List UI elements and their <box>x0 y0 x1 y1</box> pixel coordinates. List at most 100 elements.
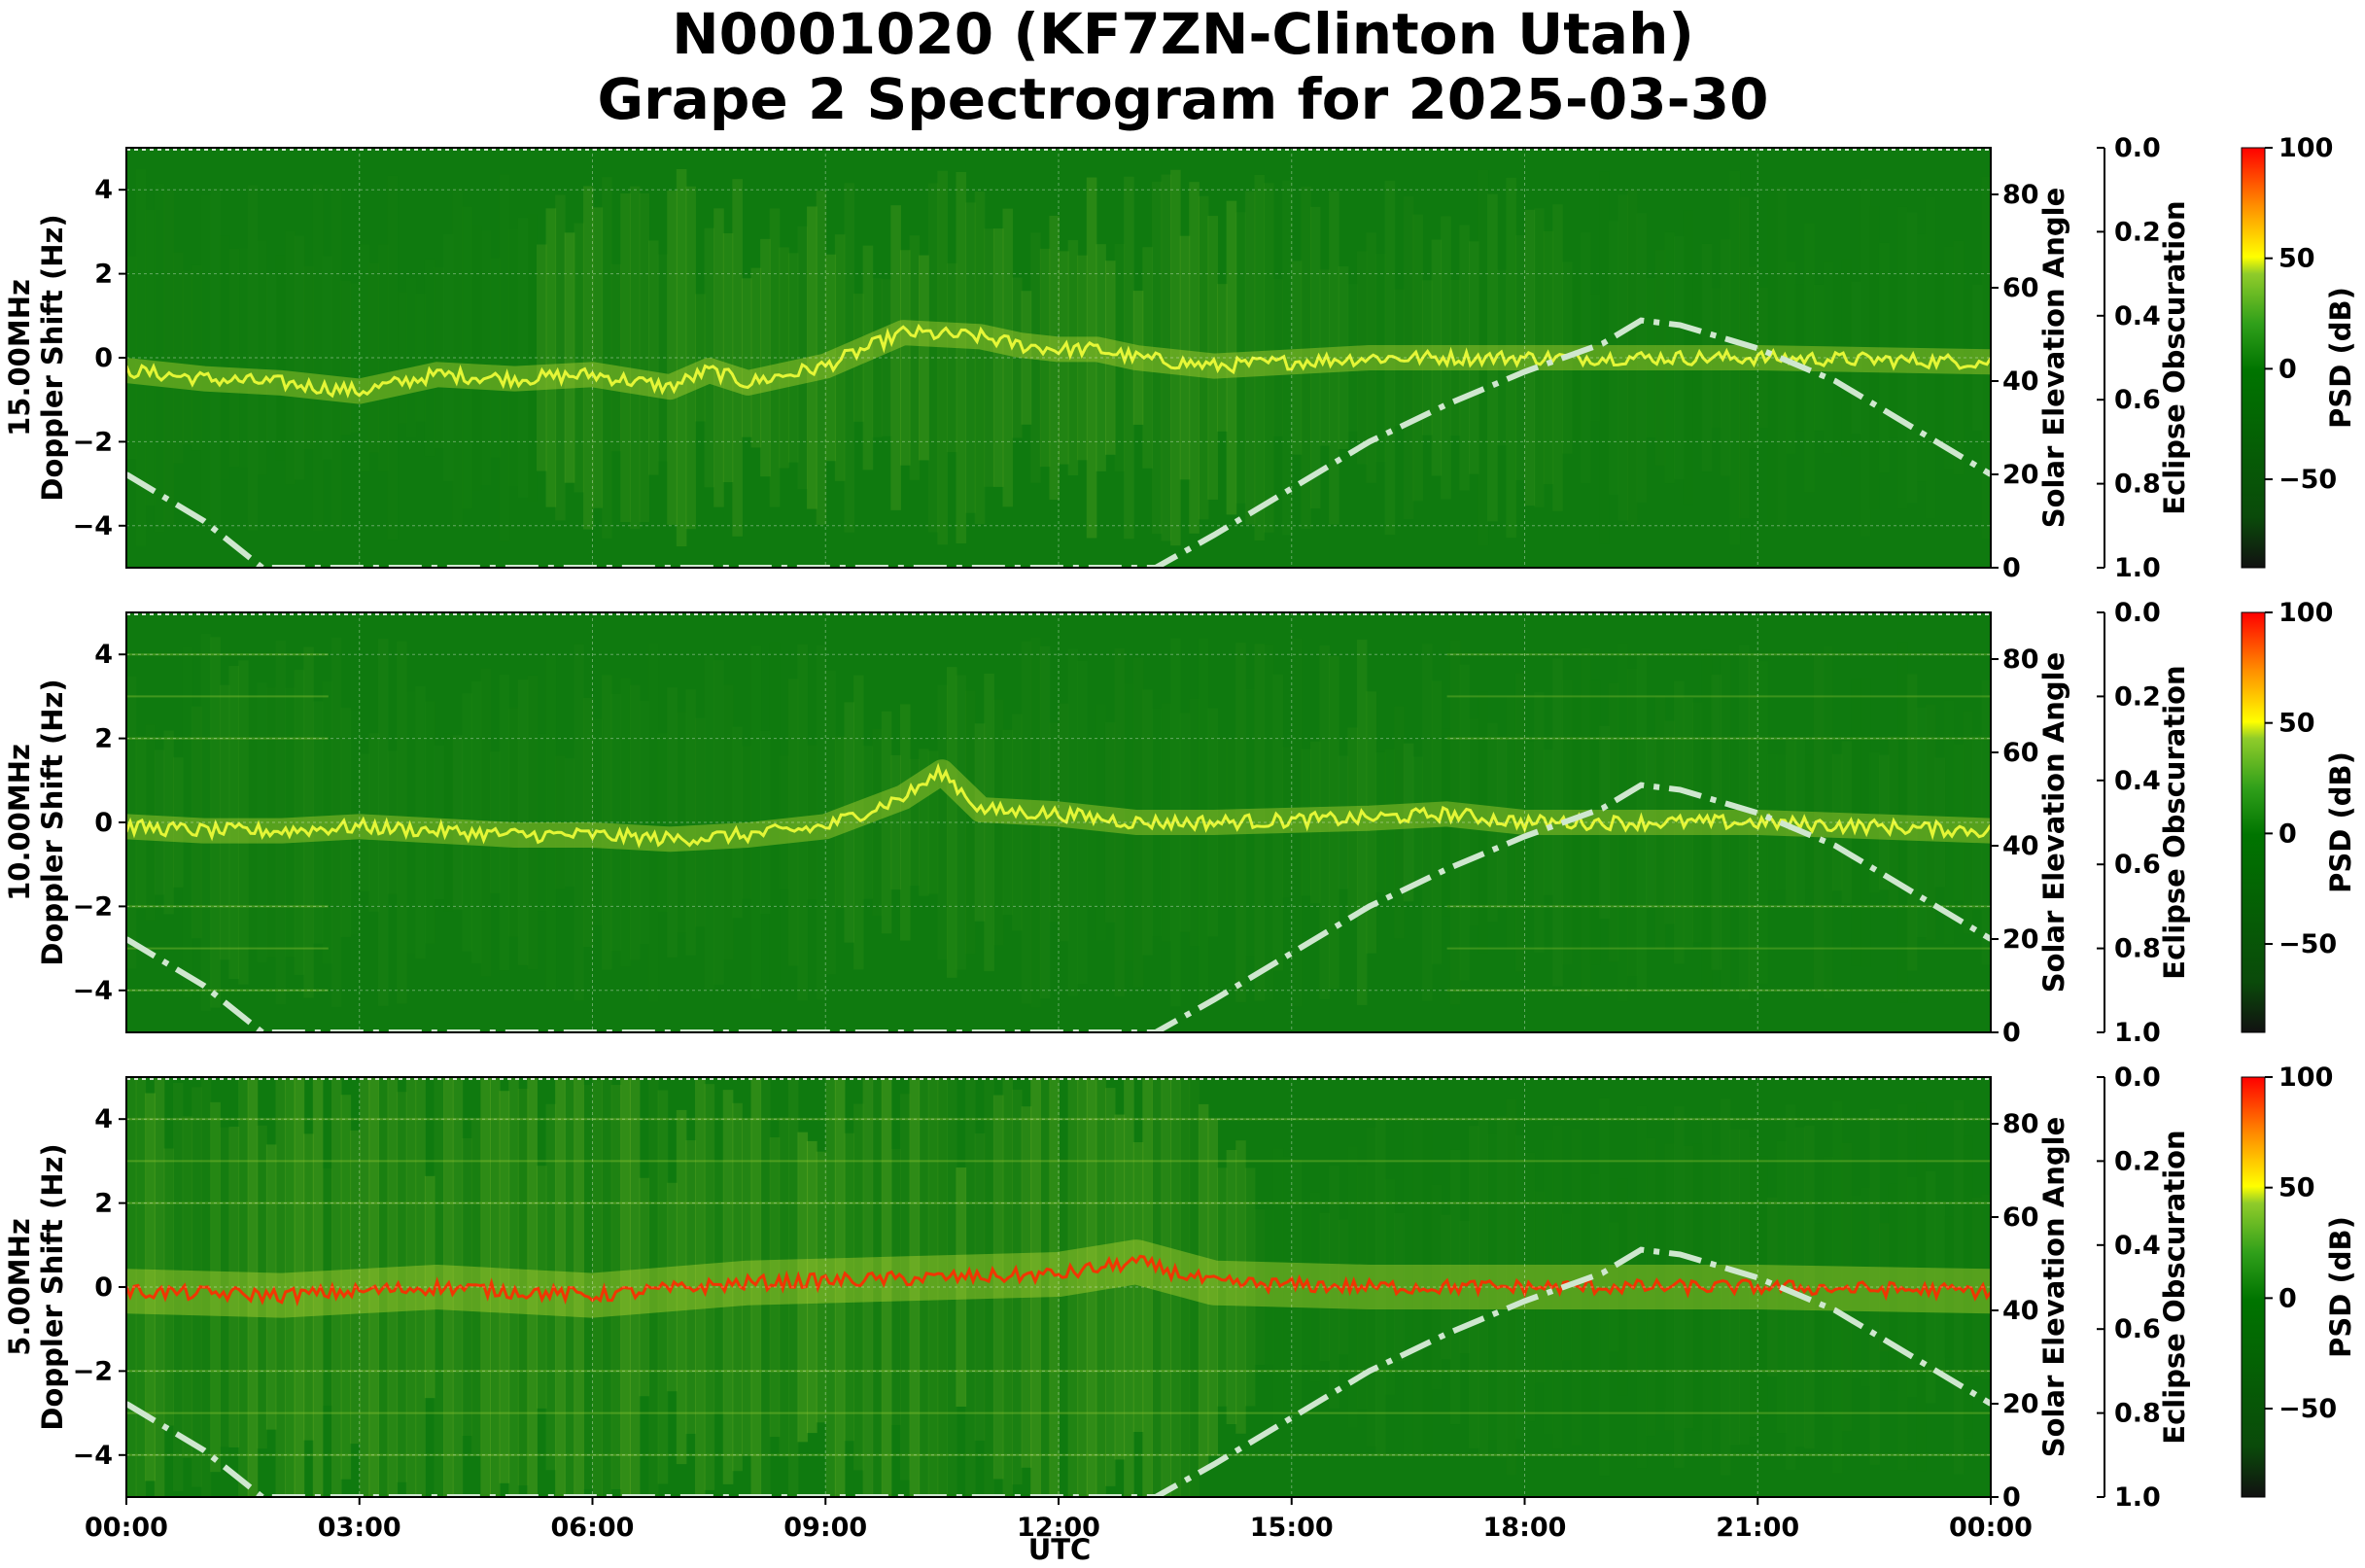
colorbar-tick-label: 100 <box>2278 1063 2333 1093</box>
solar-tick-label: 80 <box>2002 645 2039 675</box>
spectrogram-texture <box>126 637 1991 1008</box>
solar-elevation-curve <box>126 317 1991 568</box>
y-tick-label: 0 <box>94 343 113 373</box>
eclipse-tick-label: 0.4 <box>2114 766 2161 796</box>
chart-title-line-2: Grape 2 Spectrogram for 2025-03-30 <box>598 66 1769 132</box>
solar-tick-label: 60 <box>2002 1202 2039 1233</box>
y-tick-label: 4 <box>94 640 113 670</box>
eclipse-tick-label: 0.0 <box>2114 133 2161 163</box>
y-tick-label: −2 <box>73 427 113 457</box>
colorbar-tick-label: 0 <box>2278 1283 2297 1313</box>
solar-tick-label: 60 <box>2002 738 2039 768</box>
solar-elevation-label: Solar Elevation Angle <box>2037 1117 2070 1458</box>
colorbar-tick-label: −50 <box>2278 1394 2337 1424</box>
colorbar-tick-label: −50 <box>2278 465 2337 495</box>
spectrogram-background <box>126 148 1991 568</box>
doppler-trace <box>126 762 1991 849</box>
solar-tick-label: 80 <box>2002 1109 2039 1139</box>
doppler-trace <box>126 323 1991 399</box>
eclipse-tick-label: 0.0 <box>2114 1063 2161 1093</box>
x-tick-label: 06:00 <box>551 1513 635 1543</box>
eclipse-tick-label: 0.4 <box>2114 1231 2161 1261</box>
solar-tick-label: 0 <box>2002 1482 2021 1513</box>
doppler-trace <box>126 1254 1991 1307</box>
y-axis-label: Doppler Shift (Hz) <box>36 214 69 501</box>
eclipse-tick-label: 0.2 <box>2114 1146 2161 1176</box>
spectrogram-panel-2: 420−2−45.00MHz Doppler Shift (Hz)02040608… <box>3 1063 2357 1543</box>
solar-tick-label: 80 <box>2002 180 2039 210</box>
eclipse-tick-label: 0.8 <box>2114 1399 2161 1429</box>
solar-elevation-label: Solar Elevation Angle <box>2037 188 2070 529</box>
eclipse-tick-label: 0.4 <box>2114 301 2161 331</box>
solar-tick-label: 0 <box>2002 553 2021 583</box>
y-tick-label: 0 <box>94 1272 113 1303</box>
spectrogram-panels: 420−2−415.00MHz Doppler Shift (Hz)0204060… <box>3 133 2357 1543</box>
colorbar <box>2241 611 2266 1033</box>
x-tick-label: 15:00 <box>1250 1513 1334 1543</box>
chart-title-line-1: N0001020 (KF7ZN-Clinton Utah) <box>672 1 1694 67</box>
eclipse-tick-label: 0.2 <box>2114 217 2161 247</box>
solar-tick-label: 40 <box>2002 1296 2039 1326</box>
solar-elevation-label: Solar Elevation Angle <box>2037 652 2070 993</box>
colorbar-tick-label: 100 <box>2278 598 2333 628</box>
grid <box>125 148 1992 568</box>
frequency-label: 15.00MHz <box>3 279 36 436</box>
eclipse-tick-label: 0.6 <box>2114 850 2161 880</box>
x-tick-label: 00:00 <box>1949 1513 2033 1543</box>
x-tick-label: 12:00 <box>1017 1513 1100 1543</box>
colorbar-tick-label: 50 <box>2278 709 2315 739</box>
solar-tick-label: 0 <box>2002 1018 2021 1048</box>
y-tick-label: −2 <box>73 1356 113 1386</box>
x-tick-label: 18:00 <box>1483 1513 1567 1543</box>
y-tick-label: −4 <box>73 1441 113 1471</box>
colorbar-label: PSD (dB) <box>2324 287 2357 429</box>
x-axis-label: UTC <box>1028 1533 1092 1566</box>
y-tick-label: −4 <box>73 511 113 541</box>
y-tick-label: 2 <box>94 1189 113 1219</box>
colorbar-tick-label: 100 <box>2278 133 2333 163</box>
eclipse-obscuration-label: Eclipse Obscuration <box>2158 665 2191 979</box>
y-tick-label: 4 <box>94 1104 113 1134</box>
spectrogram-panel-0: 420−2−415.00MHz Doppler Shift (Hz)0204060… <box>3 133 2357 583</box>
spectrogram-texture <box>126 1077 1991 1497</box>
spectrogram-background <box>126 1077 1991 1497</box>
y-tick-label: 4 <box>94 175 113 205</box>
colorbar-tick-label: −50 <box>2278 929 2337 959</box>
y-axis-label: Doppler Shift (Hz) <box>36 1143 69 1430</box>
y-tick-label: 2 <box>94 724 113 754</box>
colorbar-label: PSD (dB) <box>2324 751 2357 893</box>
solar-tick-label: 40 <box>2002 366 2039 397</box>
colorbar-tick-label: 0 <box>2278 354 2297 384</box>
frequency-label: 5.00MHz <box>3 1218 36 1356</box>
solar-tick-label: 20 <box>2002 924 2039 955</box>
colorbar-tick-label: 0 <box>2278 819 2297 849</box>
eclipse-tick-label: 0.6 <box>2114 1314 2161 1344</box>
x-tick-label: 03:00 <box>318 1513 401 1543</box>
solar-elevation-curve <box>126 1246 1991 1497</box>
eclipse-tick-label: 0.6 <box>2114 385 2161 415</box>
eclipse-tick-label: 0.2 <box>2114 681 2161 712</box>
solar-tick-label: 20 <box>2002 1389 2039 1419</box>
x-tick-label: 21:00 <box>1716 1513 1799 1543</box>
eclipse-tick-label: 1.0 <box>2114 1018 2161 1048</box>
spectrogram-texture <box>126 168 1991 547</box>
eclipse-tick-label: 0.8 <box>2114 934 2161 964</box>
colorbar <box>2241 147 2266 569</box>
colorbar-label: PSD (dB) <box>2324 1216 2357 1358</box>
solar-tick-label: 40 <box>2002 831 2039 861</box>
y-axis-label: Doppler Shift (Hz) <box>36 679 69 965</box>
eclipse-obscuration-label: Eclipse Obscuration <box>2158 200 2191 514</box>
solar-tick-label: 60 <box>2002 273 2039 303</box>
x-tick-label: 00:00 <box>85 1513 168 1543</box>
y-tick-label: −4 <box>73 976 113 1006</box>
colorbar-tick-label: 50 <box>2278 244 2315 274</box>
spectrogram-background <box>126 612 1991 1032</box>
y-tick-label: 0 <box>94 808 113 838</box>
eclipse-obscuration-label: Eclipse Obscuration <box>2158 1130 2191 1444</box>
frequency-label: 10.00MHz <box>3 744 36 901</box>
y-tick-label: 2 <box>94 260 113 290</box>
solar-elevation-curve <box>126 782 1991 1032</box>
colorbar-tick-label: 50 <box>2278 1173 2315 1203</box>
solar-tick-label: 20 <box>2002 460 2039 490</box>
